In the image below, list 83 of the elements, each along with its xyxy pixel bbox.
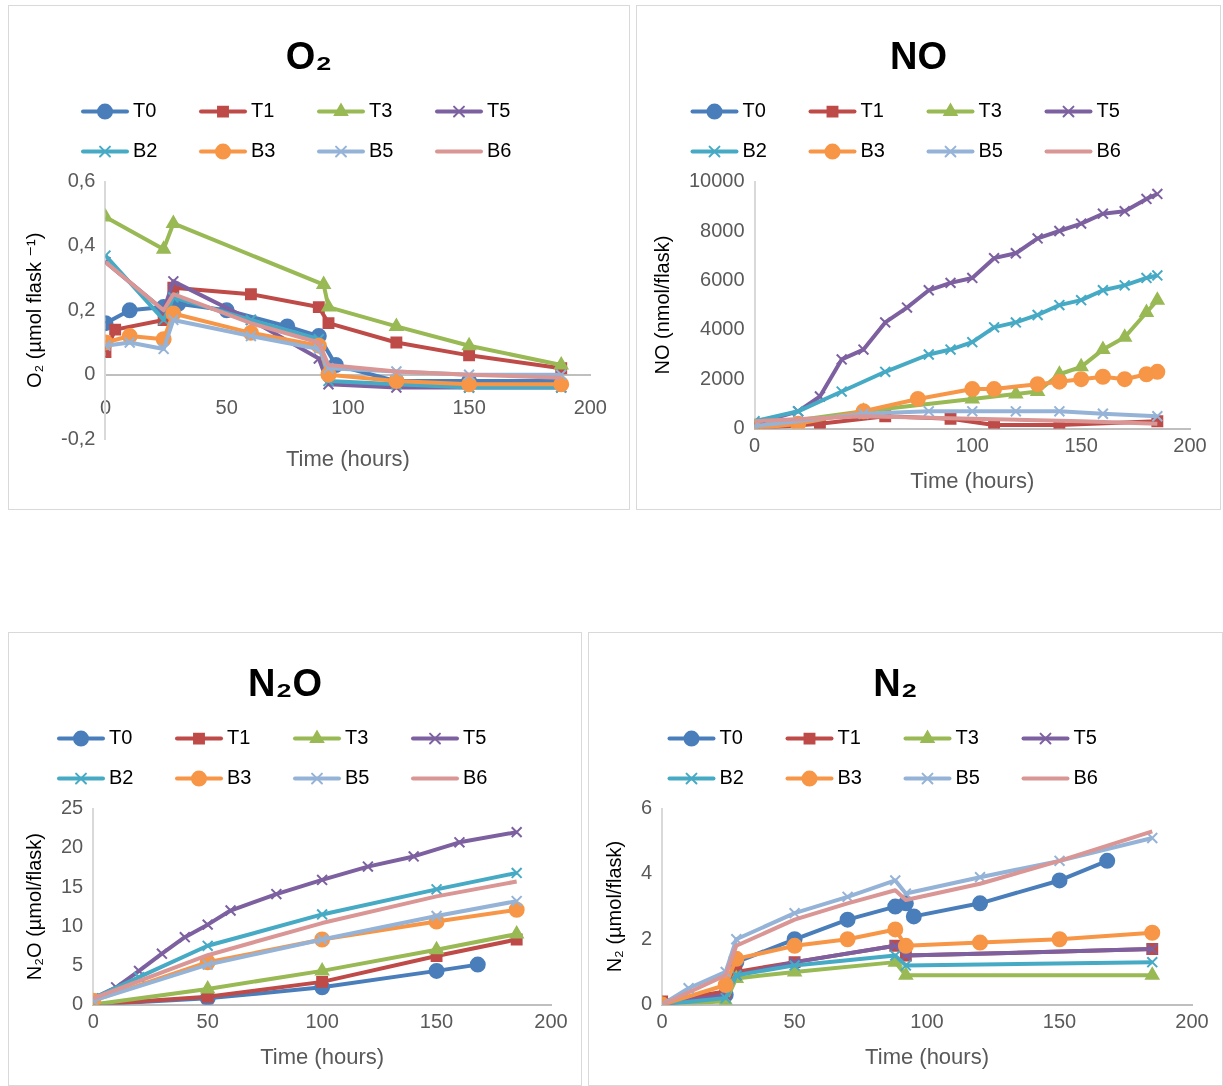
legend-label: B3 (227, 766, 252, 789)
x-tick-label: 200 (1173, 434, 1207, 457)
y-tick-label: 0,6 (67, 169, 96, 192)
legend-label: B6 (487, 139, 512, 162)
y-tick-label: 0 (84, 362, 96, 385)
chart-title: O₂ (285, 35, 333, 78)
legend-label: B5 (345, 766, 370, 789)
x-tick-label: 50 (852, 434, 875, 457)
legend-label: T1 (227, 726, 251, 749)
y-tick-label: 5 (72, 952, 84, 975)
y-tick-label: 0 (733, 416, 745, 439)
x-axis-title: Time (hours) (865, 1043, 989, 1069)
legend-label: T0 (109, 726, 133, 749)
legend-label: B5 (369, 139, 394, 162)
legend-label: B6 (1073, 766, 1098, 789)
legend-label: B3 (860, 139, 885, 162)
legend-label: T3 (955, 726, 979, 749)
legend-label: T1 (860, 99, 884, 122)
x-tick-label: 150 (452, 396, 486, 419)
x-axis-title: Time (hours) (285, 445, 410, 471)
chart-title: N₂ (873, 662, 918, 705)
legend-label: B2 (133, 139, 158, 162)
legend-label: T1 (837, 726, 861, 749)
x-axis-title: Time (hours) (260, 1043, 385, 1069)
x-tick-label: 100 (910, 1010, 944, 1033)
x-tick-label: 0 (749, 434, 761, 457)
x-tick-label: 200 (534, 1010, 568, 1033)
legend-label: T5 (487, 99, 511, 122)
legend-label: B2 (742, 139, 767, 162)
y-tick-label: 20 (61, 835, 84, 858)
y-tick-label: -0,2 (60, 426, 96, 449)
y-axis-title: O₂ (µmol flask ⁻¹) (22, 232, 45, 388)
legend-label: T3 (369, 99, 393, 122)
y-tick-label: 4000 (700, 317, 745, 340)
legend-label: B6 (1096, 139, 1121, 162)
legend-label: B3 (837, 766, 862, 789)
x-tick-label: 150 (1064, 434, 1098, 457)
x-tick-label: 50 (215, 396, 238, 419)
legend-label: T5 (463, 726, 487, 749)
y-axis-title: NO (nmol/flask) (650, 235, 673, 375)
legend-label: T1 (251, 99, 275, 122)
legend-label: B5 (978, 139, 1003, 162)
legend-label: T0 (742, 99, 766, 122)
x-tick-label: 50 (196, 1010, 219, 1033)
legend-label: B5 (955, 766, 980, 789)
y-axis-title: N₂O (µmol/flask) (22, 833, 45, 981)
x-tick-label: 150 (1042, 1010, 1077, 1033)
x-tick-label: 50 (783, 1010, 806, 1033)
y-tick-label: 0,4 (67, 233, 96, 256)
y-tick-label: 0 (72, 992, 84, 1015)
y-tick-label: 0,2 (67, 297, 96, 320)
y-tick-label: 4 (641, 861, 653, 884)
x-tick-label: 100 (305, 1010, 339, 1033)
y-tick-label: 0 (641, 992, 653, 1015)
legend-label: B2 (719, 766, 744, 789)
y-tick-label: 25 (61, 796, 84, 819)
y-tick-label: 15 (61, 874, 84, 897)
y-tick-label: 8000 (700, 218, 745, 241)
y-axis-title: N₂ (µmol/flask) (602, 840, 625, 973)
x-axis-title: Time (hours) (910, 467, 1035, 493)
y-tick-label: 6 (641, 796, 653, 819)
y-tick-label: 10000 (688, 169, 745, 192)
legend-label: T0 (719, 726, 743, 749)
legend-label: T0 (133, 99, 157, 122)
y-tick-label: 2 (641, 926, 653, 949)
legend-label: T5 (1073, 726, 1097, 749)
legend-label: T3 (345, 726, 369, 749)
legend-label: B3 (251, 139, 276, 162)
legend-label: T3 (978, 99, 1002, 122)
legend-label: T5 (1096, 99, 1120, 122)
x-tick-label: 200 (1175, 1010, 1209, 1033)
legend-label: B6 (463, 766, 488, 789)
x-tick-label: 0 (656, 1010, 668, 1033)
x-tick-label: 100 (955, 434, 989, 457)
x-tick-label: 100 (331, 396, 365, 419)
legend-label: B2 (109, 766, 134, 789)
x-tick-label: 150 (419, 1010, 454, 1033)
chart-title: NO (890, 35, 947, 78)
y-tick-label: 10 (61, 913, 84, 936)
x-tick-label: 200 (573, 396, 607, 419)
y-tick-label: 6000 (700, 267, 745, 290)
chart-title: N₂O (248, 662, 322, 705)
y-tick-label: 2000 (700, 366, 745, 389)
